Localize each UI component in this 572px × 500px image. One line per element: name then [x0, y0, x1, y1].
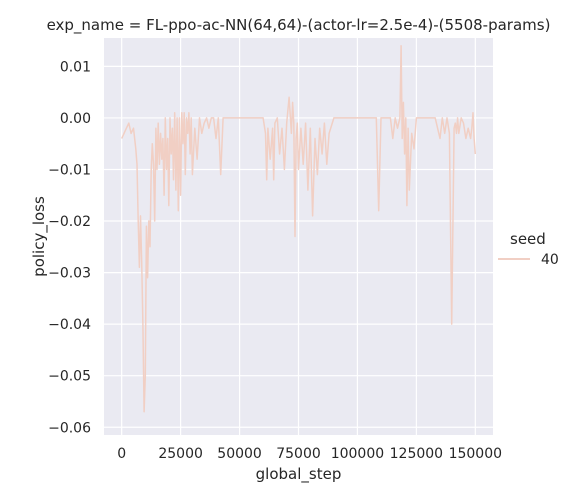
y-tick-label: 0.01 — [60, 59, 91, 75]
x-tick-label: 50000 — [217, 446, 262, 462]
y-tick-label: −0.03 — [48, 266, 91, 282]
x-tick-label: 100000 — [331, 446, 384, 462]
y-tick-label: 0.00 — [60, 111, 91, 127]
y-tick-label: −0.04 — [48, 317, 91, 333]
x-axis-label: global_step — [256, 465, 342, 484]
y-tick-label: −0.01 — [48, 162, 91, 178]
y-tick-label: −0.05 — [48, 369, 91, 385]
x-tick-label: 125000 — [390, 446, 443, 462]
legend-label-40: 40 — [541, 252, 559, 268]
legend: seed 40 — [498, 230, 559, 268]
x-tick-label: 150000 — [449, 446, 502, 462]
x-tick-label: 25000 — [158, 446, 203, 462]
y-axis-label: policy_loss — [30, 196, 49, 277]
x-tick-label: 75000 — [276, 446, 321, 462]
y-tick-label: −0.02 — [48, 214, 91, 230]
legend-title: seed — [510, 230, 546, 248]
chart-title: exp_name = FL-ppo-ac-NN(64,64)-(actor-lr… — [47, 16, 551, 35]
x-tick-label: 0 — [117, 446, 126, 462]
y-tick-label: −0.06 — [48, 420, 91, 436]
